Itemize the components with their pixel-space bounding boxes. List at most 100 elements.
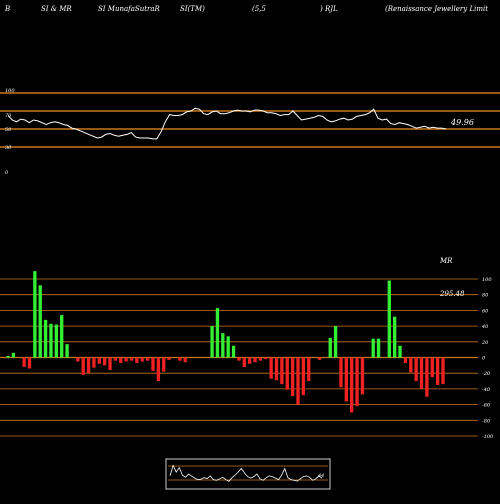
header-item-5: ) RJL [319, 5, 338, 13]
mrsi-bar [269, 357, 273, 379]
mrsi-bar [355, 357, 359, 407]
rsi-tick-labels: 100 70 50 30 0 [5, 88, 15, 176]
mrsi-bar [317, 357, 322, 360]
mrsi-bar [344, 357, 348, 402]
mrsi-bar [113, 357, 118, 361]
mrsi-bar [253, 357, 257, 363]
mrsi-bar [221, 333, 225, 358]
mrsi-bar [425, 357, 429, 397]
mrsi-bar [264, 357, 268, 360]
mrsi-bar [215, 308, 220, 358]
mrsi-bar [398, 345, 402, 358]
mini-rsi-frame [165, 458, 331, 490]
mrsi-bar [328, 337, 332, 358]
mrsi-tick-label: 40 [481, 324, 489, 330]
mrsi-bar [129, 357, 134, 361]
header-item-1: SI & MR [41, 5, 72, 13]
mrsi-bar [178, 357, 182, 361]
mrsi-panel: MR 100 80 60 40 20 0 -20 -40 -60 -80 -100 295.48 [0, 257, 494, 440]
mrsi-bar [27, 357, 32, 369]
mrsi-bar [86, 357, 91, 374]
mrsi-bar [6, 355, 10, 358]
mrsi-bar [280, 357, 284, 385]
mrsi-bar [22, 357, 26, 367]
mrsi-tick-label: -100 [482, 434, 494, 440]
mrsi-tick-label: -40 [482, 387, 491, 393]
mrsi-last-value: 295.48 [439, 290, 465, 298]
mrsi-bar [183, 357, 187, 363]
mini-rsi-panel: 44 [165, 458, 331, 490]
mrsi-bar [108, 357, 112, 371]
mrsi-bar [419, 357, 424, 389]
rsi-tick-label: 50 [5, 127, 12, 133]
mrsi-bar [237, 357, 241, 361]
mrsi-bar [135, 357, 139, 363]
mrsi-bar [76, 357, 80, 362]
mini-rsi-line [169, 464, 323, 482]
mrsi-bar [430, 357, 434, 378]
mrsi-bar [33, 271, 37, 358]
mrsi-bar [140, 357, 144, 362]
mrsi-bar [290, 357, 295, 396]
mrsi-bar [156, 357, 161, 382]
mrsi-bar [97, 357, 101, 364]
header-item-4: (5,5 [252, 5, 266, 13]
mrsi-bar [371, 338, 375, 358]
header-item-3: SI(TM) [180, 5, 205, 13]
mrsi-bar [124, 357, 128, 362]
mrsi-bar [162, 357, 166, 372]
mrsi-tick-label: -60 [482, 403, 491, 409]
mrsi-bar [350, 357, 354, 413]
header-item-2: SI MunafaSutraR [98, 5, 161, 13]
mrsi-tick-label: 100 [482, 277, 492, 283]
mrsi-bar [301, 357, 306, 396]
mrsi-tick-label: 0 [482, 356, 486, 362]
mrsi-bar [92, 357, 96, 368]
mrsi-bar [387, 280, 391, 358]
mrsi-bar [285, 357, 289, 390]
rsi-last-value: 49.96 [450, 118, 474, 127]
mrsi-bar [210, 326, 214, 358]
mrsi-bar [65, 344, 69, 358]
mrsi-bar [258, 357, 263, 361]
mrsi-grid-lines [0, 278, 478, 437]
mrsi-bar [307, 357, 311, 382]
mrsi-bar [151, 357, 155, 371]
mrsi-bar [38, 285, 42, 358]
mrsi-bar [274, 357, 279, 381]
mrsi-bar [409, 357, 413, 373]
mrsi-bar [435, 357, 440, 385]
mrsi-bar [242, 357, 246, 367]
mrsi-bar [43, 319, 48, 358]
mrsi-bar [296, 357, 300, 405]
rsi-band-lines [0, 92, 500, 148]
mrsi-bar [145, 357, 150, 361]
mrsi-bar [167, 357, 171, 360]
mrsi-bar [226, 336, 230, 358]
mrsi-bar [54, 324, 58, 358]
header-item-6: (Renaissance Jewellery Limit [385, 5, 488, 13]
mrsi-title: MR [439, 257, 453, 265]
mrsi-tick-label: 80 [482, 293, 489, 299]
rsi-line [7, 107, 447, 140]
mini-rsi-last-value: 44 [317, 473, 324, 479]
rsi-tick-label: 0 [5, 170, 9, 176]
rsi-tick-label: 30 [5, 145, 12, 151]
mrsi-tick-label: -20 [482, 371, 491, 377]
mrsi-bar [103, 357, 107, 366]
mrsi-tick-label: -80 [482, 418, 491, 424]
mrsi-tick-labels: 100 80 60 40 20 0 -20 -40 -60 -80 -100 [481, 277, 494, 440]
mrsi-bar [119, 357, 123, 363]
mrsi-bar [333, 326, 338, 358]
mrsi-bar [49, 323, 53, 358]
mrsi-bar [11, 352, 16, 358]
mrsi-bar [414, 357, 418, 382]
header-item-0: B [4, 5, 10, 13]
mrsi-bar [376, 338, 381, 358]
mrsi-tick-label: 60 [482, 308, 489, 314]
mrsi-bar [441, 357, 445, 385]
mrsi-bar [360, 357, 365, 395]
mrsi-bar [60, 315, 64, 358]
